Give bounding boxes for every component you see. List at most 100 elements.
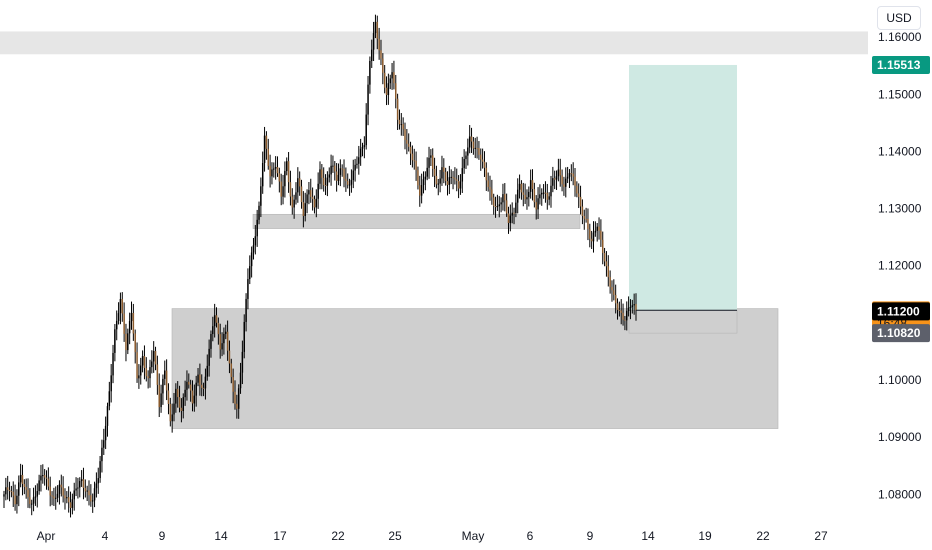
x-tick-label: 6 <box>527 529 534 543</box>
candle <box>459 174 462 195</box>
candle <box>186 370 188 401</box>
candle <box>363 136 366 159</box>
candle-body <box>10 491 13 493</box>
candle-body <box>474 147 476 149</box>
candle <box>513 207 515 225</box>
candle <box>400 113 403 136</box>
candle <box>27 478 29 508</box>
candle <box>117 302 120 325</box>
candle <box>428 146 430 179</box>
candle-body <box>121 299 124 314</box>
candle-body <box>23 483 26 488</box>
candle-body <box>167 390 170 404</box>
candle-body <box>518 183 521 190</box>
candle <box>30 499 33 516</box>
candle-body <box>319 169 321 184</box>
candle <box>69 491 72 518</box>
candle-body <box>14 495 16 505</box>
candle-body <box>516 189 519 203</box>
candle <box>199 363 201 396</box>
candle <box>553 170 556 190</box>
candle <box>461 156 464 193</box>
candle <box>626 301 628 331</box>
candle <box>529 169 532 199</box>
candle <box>200 374 203 397</box>
candle <box>114 324 116 362</box>
candle <box>393 60 395 90</box>
candle <box>555 170 558 190</box>
candle <box>319 161 321 190</box>
candle <box>88 480 90 506</box>
candle-body <box>396 98 399 120</box>
candle <box>136 342 138 383</box>
candle <box>56 485 59 503</box>
candle <box>54 486 57 510</box>
candle <box>106 402 109 437</box>
candle <box>119 292 122 325</box>
currency-button[interactable]: USD <box>877 6 921 30</box>
candle <box>278 167 281 193</box>
candle <box>409 141 412 165</box>
candle <box>496 194 499 212</box>
candle-body <box>398 119 401 125</box>
candle <box>583 209 586 230</box>
candle-body <box>631 305 634 307</box>
candle <box>614 284 617 314</box>
candle <box>376 15 379 50</box>
candle-body <box>520 183 523 193</box>
candle <box>324 174 327 196</box>
price-tag: 1.11200 <box>872 302 930 321</box>
candle-body <box>500 202 502 205</box>
candle-body <box>618 309 621 311</box>
candle-body <box>202 387 205 389</box>
candle-body <box>127 333 129 351</box>
candle-body <box>3 494 5 497</box>
candle-body <box>256 219 258 237</box>
candle <box>507 206 510 234</box>
candle-body <box>629 306 632 308</box>
candle <box>95 472 98 498</box>
candle-body <box>332 165 334 167</box>
candle-body <box>40 475 42 481</box>
price-tag-bg <box>872 302 930 321</box>
candle-body <box>71 499 74 508</box>
candle-body <box>134 333 136 353</box>
candle-body <box>110 375 112 392</box>
candle-body <box>330 165 332 175</box>
candle-body <box>143 356 146 368</box>
candle <box>195 375 197 407</box>
candle <box>419 175 421 207</box>
candle <box>616 298 619 320</box>
candle-body <box>106 406 109 426</box>
candle <box>435 165 438 189</box>
candle <box>372 21 375 62</box>
candle-body <box>182 397 185 412</box>
candle-body <box>393 72 395 84</box>
candle-body <box>236 403 238 409</box>
candle-body <box>73 490 75 500</box>
candle <box>139 357 142 385</box>
candle <box>21 464 24 496</box>
candle-body <box>385 87 388 96</box>
x-tick-label: May <box>462 529 485 543</box>
price-tag-label: 1.15513 <box>877 58 921 72</box>
x-tick-label: 4 <box>102 529 109 543</box>
candle-body <box>491 189 493 198</box>
candle-body <box>424 176 427 180</box>
candle <box>217 317 220 345</box>
candle-body <box>67 497 70 503</box>
candle-body <box>613 290 615 295</box>
candle <box>566 166 569 184</box>
candle <box>337 163 340 186</box>
candle-body <box>454 177 456 180</box>
candle <box>374 14 377 39</box>
candle-body <box>27 489 29 498</box>
candle-body <box>437 183 440 185</box>
candle <box>494 196 497 218</box>
candle-body <box>152 351 155 362</box>
candle-body <box>369 60 371 85</box>
candle-body <box>452 176 454 178</box>
candle-body <box>354 164 356 171</box>
candle <box>208 339 210 377</box>
